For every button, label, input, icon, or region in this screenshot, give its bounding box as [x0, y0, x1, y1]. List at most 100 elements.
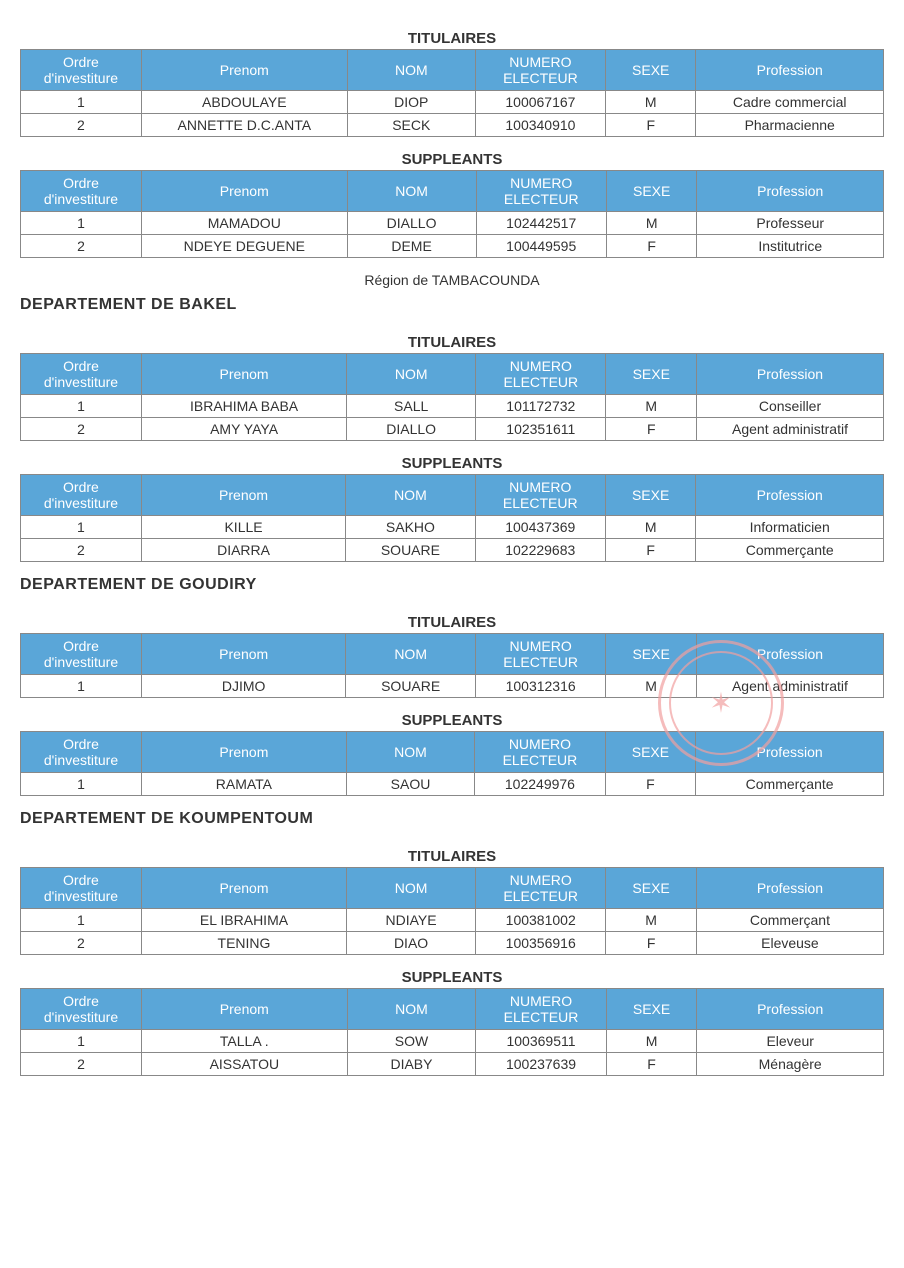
col-sexe: SEXE [606, 171, 697, 212]
document-root: TITULAIRESOrdre d'investiturePrenomNOMNU… [20, 30, 884, 1076]
cell-ordre: 1 [21, 675, 142, 698]
table-row: 2AISSATOUDIABY100237639FMénagère [21, 1053, 884, 1076]
table-title: TITULAIRES [20, 334, 884, 351]
cell-nom: SECK [347, 114, 475, 137]
cell-nom: DEME [347, 235, 476, 258]
cell-profession: Eleveuse [696, 932, 883, 955]
cell-sexe: M [606, 91, 696, 114]
cell-profession: Conseiller [697, 395, 884, 418]
table-row: 1TALLA .SOW100369511MEleveur [21, 1030, 884, 1053]
cell-sexe: M [606, 675, 697, 698]
table-title: SUPPLEANTS [20, 455, 884, 472]
dept-heading: DEPARTEMENT DE BAKEL [20, 296, 884, 314]
cell-numero: 100381002 [476, 909, 606, 932]
col-numero: NUMEROELECTEUR [476, 354, 606, 395]
region-line: Région de TAMBACOUNDA [20, 272, 884, 288]
col-profession: Profession [697, 171, 884, 212]
col-nom: NOM [346, 475, 475, 516]
col-profession: Profession [696, 50, 884, 91]
col-sexe: SEXE [606, 634, 697, 675]
dept-heading: DEPARTEMENT DE GOUDIRY [20, 576, 884, 594]
col-profession: Profession [696, 868, 883, 909]
table-row: 1IBRAHIMA BABASALL101172732MConseiller [21, 395, 884, 418]
col-nom: NOM [347, 868, 476, 909]
table-row: 1KILLESAKHO100437369MInformaticien [21, 516, 884, 539]
cell-ordre: 1 [21, 516, 142, 539]
cell-ordre: 1 [21, 909, 142, 932]
cell-sexe: F [606, 932, 696, 955]
data-table: Ordre d'investiturePrenomNOMNUMEROELECTE… [20, 353, 884, 441]
data-table: Ordre d'investiturePrenomNOMNUMEROELECTE… [20, 988, 884, 1076]
col-ordre: Ordre d'investiture [21, 634, 142, 675]
data-table: Ordre d'investiturePrenomNOMNUMEROELECTE… [20, 731, 884, 796]
col-numero: NUMEROELECTEUR [475, 732, 605, 773]
col-profession: Profession [697, 354, 884, 395]
col-ordre: Ordre d'investiture [21, 868, 142, 909]
table-row: 2AMY YAYADIALLO102351611FAgent administr… [21, 418, 884, 441]
col-nom: NOM [346, 634, 476, 675]
cell-profession: Ménagère [697, 1053, 884, 1076]
table-title: TITULAIRES [20, 848, 884, 865]
cell-sexe: F [605, 773, 696, 796]
cell-numero: 100340910 [475, 114, 605, 137]
col-sexe: SEXE [606, 868, 696, 909]
table-row: 1EL IBRAHIMANDIAYE100381002MCommerçant [21, 909, 884, 932]
col-prenom: Prenom [141, 989, 347, 1030]
cell-profession: Institutrice [697, 235, 884, 258]
cell-profession: Cadre commercial [696, 91, 884, 114]
col-sexe: SEXE [605, 732, 696, 773]
col-nom: NOM [347, 989, 476, 1030]
cell-sexe: F [606, 418, 697, 441]
col-sexe: SEXE [605, 475, 695, 516]
col-nom: NOM [347, 50, 475, 91]
cell-nom: DIALLO [347, 418, 476, 441]
col-profession: Profession [696, 634, 883, 675]
cell-ordre: 2 [21, 932, 142, 955]
cell-ordre: 2 [21, 1053, 142, 1076]
col-prenom: Prenom [141, 634, 345, 675]
cell-numero: 100449595 [476, 235, 606, 258]
cell-prenom: EL IBRAHIMA [141, 909, 346, 932]
table-row: 1RAMATASAOU102249976FCommerçante [21, 773, 884, 796]
cell-profession: Commerçante [696, 773, 884, 796]
col-numero: NUMEROELECTEUR [476, 171, 606, 212]
col-sexe: SEXE [606, 50, 696, 91]
cell-profession: Commerçante [696, 539, 884, 562]
cell-ordre: 2 [21, 235, 142, 258]
table-row: 1MAMADOUDIALLO102442517MProfesseur [21, 212, 884, 235]
col-numero: NUMEROELECTEUR [476, 868, 606, 909]
cell-prenom: ANNETTE D.C.ANTA [141, 114, 347, 137]
cell-prenom: KILLE [141, 516, 345, 539]
cell-profession: Pharmacienne [696, 114, 884, 137]
col-profession: Profession [697, 989, 884, 1030]
cell-nom: DIABY [347, 1053, 476, 1076]
cell-prenom: NDEYE DEGUENE [141, 235, 347, 258]
cell-profession: Commerçant [696, 909, 883, 932]
cell-nom: SAKHO [346, 516, 475, 539]
col-ordre: Ordre d'investiture [21, 50, 142, 91]
col-numero: NUMEROELECTEUR [475, 634, 605, 675]
col-prenom: Prenom [141, 868, 346, 909]
table-row: 2TENINGDIAO100356916FEleveuse [21, 932, 884, 955]
col-prenom: Prenom [141, 50, 347, 91]
cell-ordre: 2 [21, 418, 142, 441]
cell-prenom: DIARRA [141, 539, 345, 562]
cell-numero: 101172732 [476, 395, 606, 418]
cell-ordre: 1 [21, 1030, 142, 1053]
data-table: Ordre d'investiturePrenomNOMNUMEROELECTE… [20, 474, 884, 562]
table-title: SUPPLEANTS [20, 969, 884, 986]
cell-sexe: M [606, 395, 697, 418]
col-prenom: Prenom [141, 354, 346, 395]
table-title: TITULAIRES [20, 30, 884, 47]
cell-nom: DIOP [347, 91, 475, 114]
cell-prenom: DJIMO [141, 675, 345, 698]
cell-nom: SOW [347, 1030, 476, 1053]
cell-sexe: F [605, 539, 695, 562]
cell-prenom: RAMATA [141, 773, 346, 796]
cell-ordre: 1 [21, 212, 142, 235]
cell-prenom: TENING [141, 932, 346, 955]
dept-heading: DEPARTEMENT DE KOUMPENTOUM [20, 810, 884, 828]
col-sexe: SEXE [606, 989, 697, 1030]
table-title: SUPPLEANTS [20, 151, 884, 168]
cell-numero: 100356916 [476, 932, 606, 955]
